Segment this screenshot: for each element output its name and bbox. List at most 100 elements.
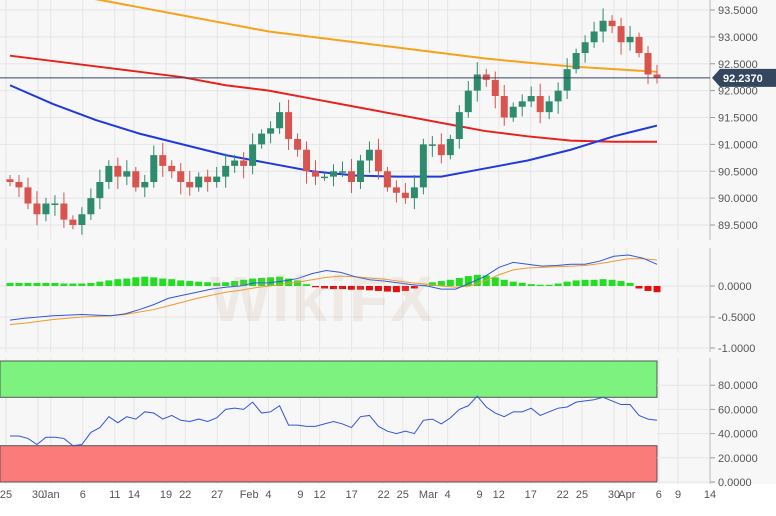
macd-histogram-bar <box>410 286 418 289</box>
macd-histogram-bar <box>500 279 508 286</box>
candle-body <box>374 149 382 172</box>
candle-body <box>195 176 203 188</box>
candle-body <box>15 182 23 188</box>
candle-body <box>545 101 553 113</box>
macd-histogram-bar <box>455 277 463 286</box>
candle-body <box>51 203 59 205</box>
x-tick-label: 14 <box>704 489 716 501</box>
candle-body <box>60 203 68 220</box>
candle-body <box>509 106 517 118</box>
candle-body <box>321 176 329 179</box>
x-tick-label: 4 <box>445 489 451 501</box>
x-tick-label: 27 <box>211 489 223 501</box>
rsi-overbought-band <box>0 360 658 398</box>
candle-body <box>141 182 149 188</box>
macd-histogram-bar <box>446 279 454 286</box>
candle-body <box>294 139 302 150</box>
candle-body <box>285 112 293 139</box>
macd-histogram-bar <box>356 286 364 290</box>
macd-histogram-bar <box>437 281 445 286</box>
candle-body <box>653 74 661 78</box>
rsi-tick-label: 0.0000 <box>718 477 752 489</box>
price-tick-label: 92.0000 <box>718 86 758 98</box>
macd-histogram-bar <box>365 286 373 291</box>
candle-body <box>132 171 140 188</box>
macd-histogram-bar <box>294 280 302 286</box>
macd-histogram-bar <box>240 279 248 286</box>
x-tick-label: 12 <box>493 489 505 501</box>
macd-tick-label: -1.0000 <box>718 343 755 355</box>
macd-histogram-bar <box>87 282 95 286</box>
sma-100-line <box>9 54 657 143</box>
rsi-tick-label: 20.0000 <box>718 453 758 465</box>
candle-body <box>338 171 346 173</box>
x-tick-label: 14 <box>128 489 140 501</box>
macd-histogram-bar <box>473 274 481 286</box>
x-tick-label: 22 <box>557 489 569 501</box>
candle-body <box>204 176 212 182</box>
candle-body <box>312 171 320 177</box>
macd-histogram-bar <box>51 282 59 286</box>
x-tick-label: 17 <box>345 489 357 501</box>
x-tick-label: 22 <box>377 489 389 501</box>
candle-body <box>626 36 634 43</box>
candle-body <box>446 139 454 156</box>
macd-line <box>9 254 658 321</box>
candle-body <box>267 128 275 134</box>
price-tick-label: 91.5000 <box>718 113 758 125</box>
candle-body <box>6 179 14 182</box>
candle-body <box>222 165 230 177</box>
candle-body <box>159 155 167 166</box>
macd-histogram-bar <box>330 286 337 290</box>
candle-body <box>581 42 589 53</box>
rsi-tick-label: 40.0000 <box>718 429 758 441</box>
macd-histogram-bar <box>195 281 203 286</box>
x-tick-label: 25 <box>0 489 12 501</box>
rsi-tick-label: 60.0000 <box>718 404 758 416</box>
macd-histogram-bar <box>24 282 32 286</box>
candle-body <box>24 187 32 204</box>
candle-body <box>635 36 643 53</box>
candle-body <box>455 112 463 139</box>
x-tick-label: 22 <box>179 489 191 501</box>
macd-histogram-bar <box>222 282 230 286</box>
candle-body <box>464 90 472 113</box>
candle-body <box>572 53 580 70</box>
x-tick-label: 19 <box>160 489 172 501</box>
x-tick-label: 11 <box>109 489 120 501</box>
macd-histogram-bar <box>617 281 625 286</box>
macd-histogram-bar <box>401 286 409 291</box>
candle-body <box>150 155 158 182</box>
candle-body <box>482 74 490 80</box>
x-tick-label: 6 <box>80 489 86 501</box>
candle-body <box>33 203 41 215</box>
x-tick-label: Mar <box>419 489 438 501</box>
macd-histogram-bar <box>6 282 14 286</box>
candle-body <box>42 203 50 215</box>
macd-histogram-bar <box>626 282 634 286</box>
candle-body <box>186 182 194 188</box>
candle-body <box>231 160 239 166</box>
macd-histogram-bar <box>527 284 535 286</box>
macd-histogram-bar <box>608 279 616 286</box>
macd-histogram-bar <box>141 276 149 286</box>
macd-histogram-bar <box>267 277 275 286</box>
macd-histogram-bar <box>249 278 257 286</box>
macd-histogram-bar <box>347 286 355 290</box>
x-tick-label: 12 <box>313 489 325 501</box>
x-tick-label: 25 <box>576 489 588 501</box>
candle-body <box>96 182 104 199</box>
x-tick-label: 30 <box>608 489 620 501</box>
macd-histogram-bar <box>150 277 158 286</box>
candle-body <box>114 165 122 177</box>
x-tick-label: 6 <box>656 489 662 501</box>
macd-histogram-bar <box>590 279 598 286</box>
candle-body <box>383 171 391 188</box>
x-tick-label: 9 <box>297 489 303 501</box>
x-tick-label: 25 <box>397 489 409 501</box>
candle-body <box>437 144 445 156</box>
price-tick-label: 93.5000 <box>718 5 758 17</box>
candle-body <box>590 31 598 43</box>
